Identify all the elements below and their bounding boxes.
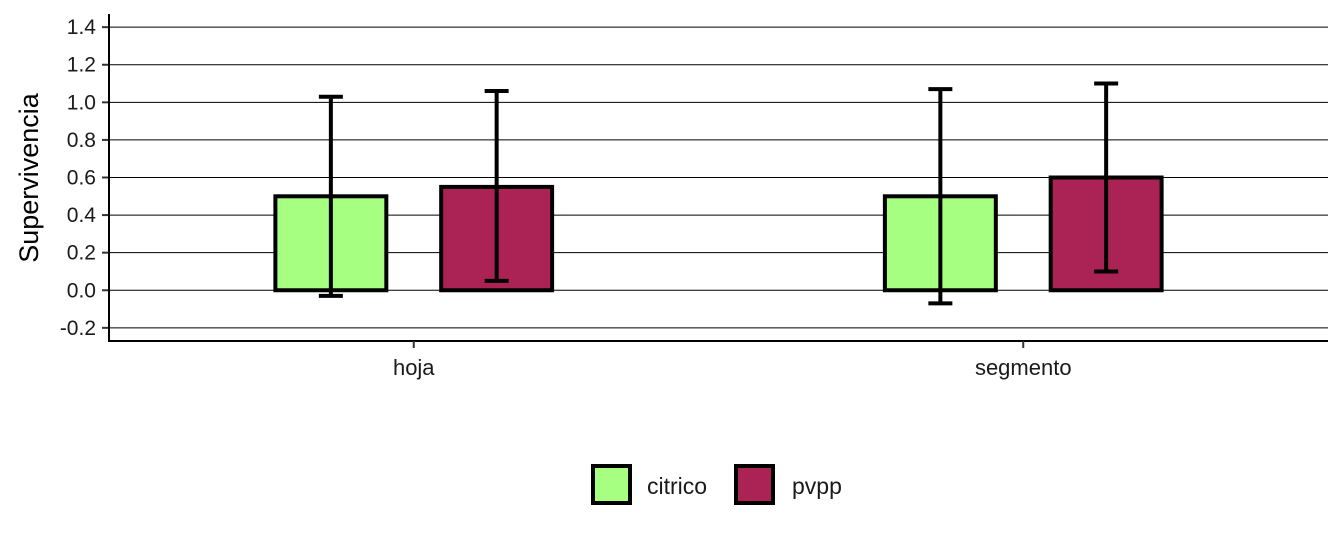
y-tick-label-8: 1.4 xyxy=(67,16,97,39)
y-axis-title: Supervivencia xyxy=(14,92,44,263)
y-tick-label-4: 0.6 xyxy=(67,167,96,190)
y-tick-label-3: 0.4 xyxy=(67,204,97,227)
legend-label-citrico: citrico xyxy=(647,473,707,499)
y-tick-label-5: 0.8 xyxy=(67,129,96,152)
y-axis-ticks: -0.2 0.0 0.2 0.4 0.6 0.8 1.0 1.2 1.4 xyxy=(60,16,109,340)
x-axis-ticks: hoja segmento xyxy=(393,341,1072,380)
bars xyxy=(273,175,1164,293)
y-tick-label-6: 1.0 xyxy=(67,91,96,114)
legend-key-pvpp xyxy=(734,464,775,505)
legend: citrico pvpp xyxy=(591,464,842,505)
x-tick-label-segmento: segmento xyxy=(975,355,1072,380)
legend-key-citrico xyxy=(591,464,632,505)
x-tick-label-hoja: hoja xyxy=(393,355,435,380)
y-tick-label-2: 0.2 xyxy=(67,242,96,265)
y-tick-label-7: 1.2 xyxy=(67,54,96,77)
legend-label-pvpp: pvpp xyxy=(792,473,842,499)
error-bars xyxy=(318,81,1119,306)
y-tick-label-0: -0.2 xyxy=(60,317,96,340)
y-tick-label-1: 0.0 xyxy=(67,279,96,302)
